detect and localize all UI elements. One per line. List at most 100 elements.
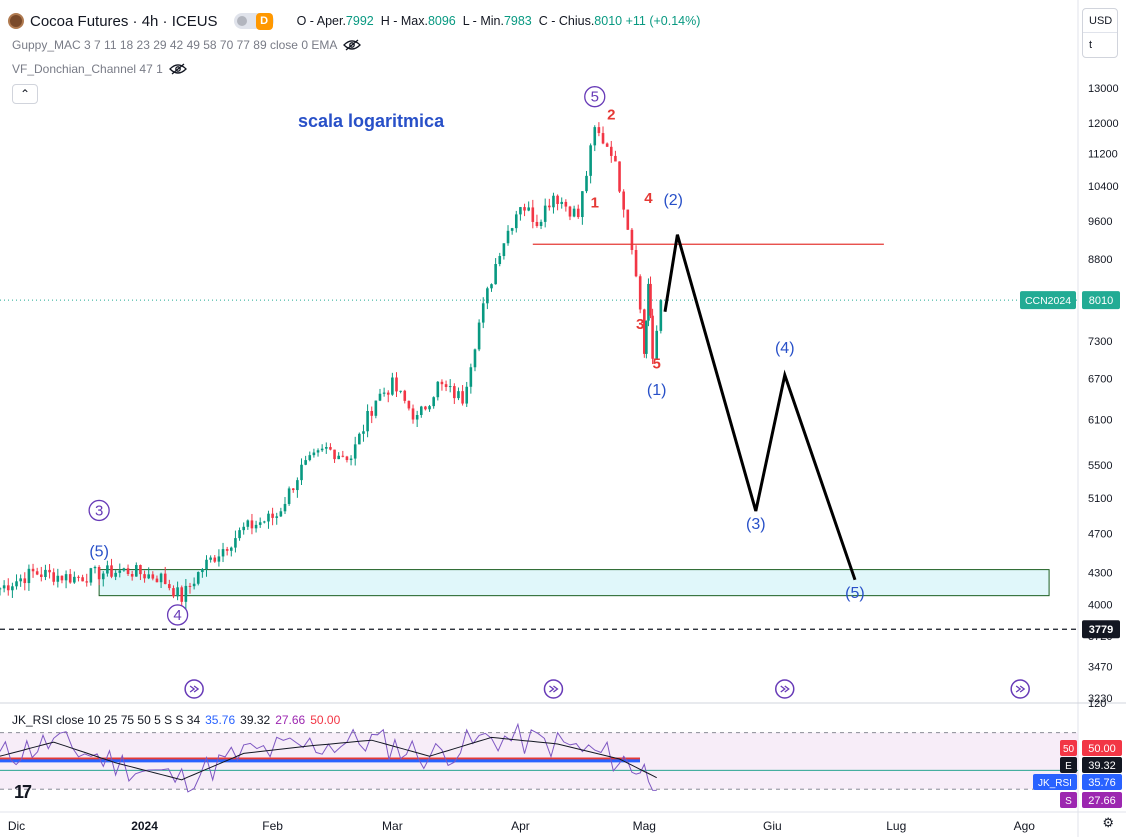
candle-body	[618, 161, 621, 192]
candle-body	[486, 288, 489, 304]
candle-body	[473, 349, 477, 368]
candle-body	[11, 586, 14, 591]
candle-body	[415, 414, 419, 420]
candle-body	[114, 572, 117, 577]
y-tick-label: 3230	[1088, 693, 1112, 705]
rsi-legend[interactable]: JK_RSI close 10 25 75 50 5 S S 34 35.76 …	[12, 713, 340, 727]
y-tick-label: 7300	[1088, 336, 1112, 348]
event-marker-chevron	[1015, 685, 1026, 693]
rsi-tag-name-bg	[1033, 774, 1077, 790]
candle-body	[333, 449, 336, 460]
candle-body	[0, 588, 2, 590]
candle-body	[349, 458, 353, 461]
candle-body	[337, 455, 340, 460]
candle-body	[465, 386, 469, 404]
candle-body	[457, 391, 460, 399]
candle-body	[395, 377, 398, 392]
candle-body	[370, 410, 374, 416]
rsi-tag-key-bg	[1060, 792, 1077, 808]
wave-label-intermediate: (1)	[647, 382, 667, 399]
rsi-legend-value-3: 27.66	[275, 713, 306, 727]
rsi-signal-line	[0, 736, 657, 781]
candle-body	[436, 381, 440, 398]
candle-body	[614, 155, 617, 162]
candle-body	[645, 320, 648, 354]
chevron-up-icon: ⌃	[19, 87, 31, 101]
candle-body	[6, 585, 10, 591]
candle-body	[531, 207, 535, 222]
scale-toggle[interactable]: t	[1089, 39, 1093, 51]
candle-body	[283, 503, 287, 512]
wave-label-intermediate: (3)	[746, 516, 766, 533]
candle-body	[139, 565, 142, 575]
candle-body	[320, 448, 324, 451]
candle-body	[40, 574, 43, 577]
tradingview-logo-icon[interactable]: 17	[14, 782, 32, 802]
candle-body	[490, 284, 493, 289]
y-tick-label: 12000	[1088, 118, 1119, 130]
candle-body	[407, 400, 411, 409]
price-symbol-tag-bg	[1020, 291, 1076, 310]
price-value-tag: 8010	[1089, 295, 1113, 307]
candle-body	[176, 587, 179, 597]
candle-body	[126, 568, 130, 574]
wave-label-primary: 3	[95, 502, 103, 519]
settings-gear-icon[interactable]: ⚙	[1102, 815, 1114, 830]
wave-circle	[166, 604, 189, 626]
candle-body	[73, 576, 76, 583]
candle-body	[399, 390, 402, 392]
candle-body	[275, 516, 279, 518]
y-tick-label: 13000	[1088, 83, 1119, 95]
currency-code[interactable]: USD	[1083, 9, 1117, 33]
candle-body	[424, 406, 427, 410]
guppy-indicator-legend[interactable]: Guppy_MAC 3 7 11 18 23 29 42 49 58 70 77…	[12, 38, 362, 52]
candle-body	[263, 521, 266, 523]
candle-body	[110, 565, 113, 577]
candle-body	[159, 573, 163, 583]
candle-body	[649, 283, 652, 316]
ohlc-readout: O - Aper.7992 H - Max.8096 L - Min.7983 …	[296, 14, 701, 28]
wave-label-minor: 5	[653, 356, 661, 373]
candle-body	[217, 556, 221, 562]
rsi-fast-line	[0, 722, 657, 793]
candle-body	[291, 488, 295, 491]
candle-body	[238, 530, 241, 539]
annotation-title: scala logaritmica	[298, 111, 445, 131]
y-tick-label: 6700	[1088, 373, 1112, 385]
candle-body	[440, 381, 444, 385]
candle-body	[258, 522, 262, 525]
candle-body	[552, 195, 555, 208]
rsi-tag-value-bg	[1082, 757, 1122, 773]
y-tick-label: 4700	[1088, 529, 1112, 541]
candle-body	[601, 133, 605, 144]
candle-body	[48, 569, 51, 573]
candle-body	[461, 391, 464, 404]
candle-body	[411, 408, 415, 420]
x-tick-label: Feb	[262, 819, 283, 833]
wave-circle	[584, 86, 606, 108]
candle-body	[184, 585, 188, 602]
currency-selector[interactable]: USD t	[1082, 8, 1118, 58]
candle-body	[444, 384, 448, 388]
donchian-label: VF_Donchian_Channel 47 1	[12, 62, 163, 76]
collapse-legend-button[interactable]: ⌃	[12, 84, 38, 104]
symbol-title[interactable]: Cocoa Futures · 4h · ICEUS	[30, 12, 218, 30]
candle-body	[180, 587, 184, 602]
x-tick-label: Mag	[633, 819, 656, 833]
y-tick-label: 9600	[1088, 216, 1112, 228]
candle-body	[568, 206, 572, 217]
candle-body	[630, 229, 634, 250]
candle-body	[362, 431, 365, 434]
delayed-badge[interactable]: D	[255, 12, 273, 30]
event-marker-chevron	[549, 685, 559, 693]
y-tick-label: 4000	[1088, 599, 1112, 611]
rsi-tag-value: 50.00	[1088, 743, 1116, 755]
donchian-indicator-legend[interactable]: VF_Donchian_Channel 47 1	[12, 62, 187, 76]
candle-body	[246, 520, 250, 527]
hidden-eye-icon[interactable]	[168, 63, 187, 75]
candle-body	[308, 455, 312, 461]
hidden-eye-icon[interactable]	[343, 39, 362, 51]
level-tag-bg	[1082, 620, 1120, 639]
candle-body	[581, 191, 584, 218]
